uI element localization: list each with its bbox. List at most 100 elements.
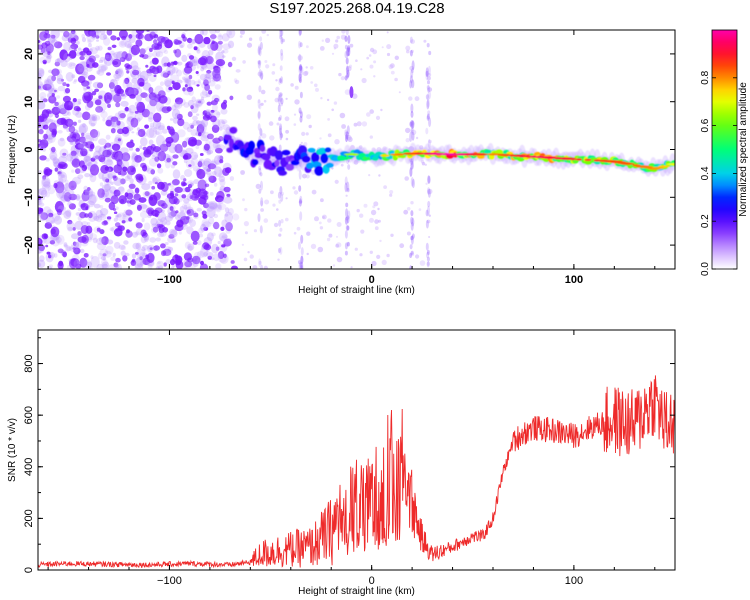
noise-blob: [93, 114, 101, 121]
noise-blob: [84, 104, 91, 111]
noise-blob: [198, 132, 202, 137]
noise-blob: [197, 160, 203, 168]
noise-blob: [219, 155, 224, 161]
noise-blob: [201, 89, 208, 96]
ridge-blob: [281, 149, 291, 156]
noise-blob: [174, 143, 183, 154]
sparse-blob: [278, 233, 282, 237]
noise-blob: [76, 50, 80, 54]
noise-blob: [226, 193, 231, 197]
noise-blob: [57, 171, 62, 175]
noise-blob: [185, 216, 190, 220]
noise-blob: [128, 183, 136, 189]
sparse-blob: [331, 52, 335, 55]
sparse-blob: [360, 68, 363, 71]
noise-blob: [139, 48, 146, 55]
sparse-blob: [372, 49, 378, 55]
streak-blob: [257, 213, 261, 223]
noise-blob: [135, 39, 143, 47]
noise-blob: [156, 135, 165, 147]
noise-blob: [45, 244, 49, 248]
noise-blob: [99, 33, 107, 41]
streak-blob: [427, 188, 431, 198]
noise-blob: [203, 244, 212, 251]
noise-blob: [146, 245, 153, 253]
noise-blob: [132, 69, 140, 76]
noise-blob: [154, 156, 160, 162]
noise-blob: [38, 139, 42, 143]
noise-blob: [41, 178, 51, 190]
noise-blob: [64, 87, 71, 94]
noise-blob: [172, 265, 176, 268]
noise-blob: [79, 136, 86, 143]
sparse-blob: [376, 254, 381, 259]
noise-blob: [116, 264, 120, 269]
streak-blob: [345, 57, 349, 65]
noise-blob: [43, 61, 47, 65]
sparse-blob: [321, 39, 324, 42]
noise-blob: [103, 220, 108, 225]
noise-blob: [118, 40, 127, 48]
sparse-blob: [410, 201, 414, 205]
noise-blob: [125, 209, 133, 216]
sparse-blob: [389, 190, 394, 194]
noise-blob: [203, 226, 209, 231]
noise-blob: [41, 184, 51, 192]
sparse-blob: [377, 219, 381, 223]
noise-blob: [124, 252, 130, 257]
noise-blob: [150, 169, 155, 175]
noise-blob: [207, 255, 213, 260]
noise-blob: [70, 30, 76, 35]
sparse-blob: [369, 64, 374, 69]
noise-blob: [86, 31, 96, 43]
sparse-blob: [423, 39, 427, 43]
noise-blob: [134, 87, 143, 94]
noise-blob: [164, 80, 172, 87]
streak-blob: [278, 247, 281, 254]
noise-blob: [125, 53, 132, 62]
noise-blob: [187, 43, 193, 49]
noise-blob: [148, 72, 157, 83]
noise-blob: [232, 213, 240, 221]
noise-blob: [139, 54, 145, 58]
noise-blob: [121, 35, 127, 41]
streak-blob: [345, 30, 349, 36]
noise-blob: [110, 256, 116, 262]
noise-blob: [221, 219, 228, 227]
streak-blob: [344, 216, 348, 225]
noise-blob: [50, 226, 60, 238]
noise-blob: [197, 120, 206, 131]
noise-blob: [88, 194, 98, 204]
noise-blob: [104, 183, 112, 191]
noise-blob: [158, 93, 161, 97]
sparse-blob: [377, 207, 380, 211]
noise-blob: [105, 52, 111, 58]
noise-blob: [63, 30, 70, 38]
noise-blob: [42, 30, 48, 34]
noise-blob: [121, 152, 131, 162]
noise-blob: [202, 114, 211, 121]
noise-blob: [149, 61, 153, 65]
noise-blob: [83, 155, 92, 167]
noise-blob: [38, 72, 43, 82]
noise-blob: [79, 55, 85, 61]
noise-blob: [124, 63, 131, 69]
noise-blob: [200, 96, 205, 101]
sparse-blob: [408, 96, 413, 101]
noise-blob: [113, 189, 121, 197]
noise-blob: [95, 45, 100, 51]
ridge-blob: [307, 147, 316, 153]
noise-blob: [168, 195, 178, 205]
sparse-blob: [306, 45, 309, 49]
noise-blob: [56, 101, 61, 107]
sparse-blob: [239, 35, 243, 38]
sparse-blob: [369, 217, 374, 223]
sparse-blob: [317, 246, 324, 253]
noise-blob: [138, 156, 145, 162]
noise-blob: [219, 179, 226, 187]
sparse-blob: [292, 186, 296, 190]
noise-blob: [132, 197, 137, 204]
noise-blob: [60, 174, 66, 178]
noise-blob: [177, 212, 187, 220]
